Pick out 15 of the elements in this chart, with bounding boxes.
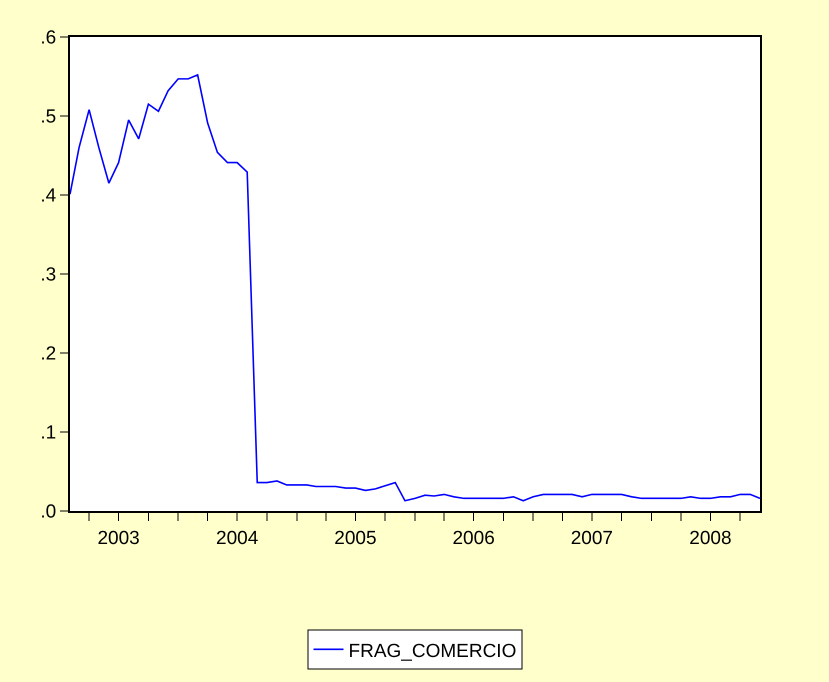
y-tick-label: .5: [40, 106, 56, 128]
x-tick-label: 2003: [97, 528, 140, 549]
y-tick-label: .6: [40, 28, 56, 49]
legend-label: FRAG_COMERCIO: [348, 640, 516, 662]
y-tick-label: .0: [40, 502, 56, 523]
line-series: [70, 74, 760, 502]
y-tick-label: .4: [40, 186, 57, 207]
y-tick-label: .3: [40, 264, 56, 286]
x-tick-label: 2004: [216, 528, 259, 549]
x-tick-label: 2008: [689, 528, 732, 549]
y-tick-label: .1: [40, 422, 56, 444]
y-tick-label: .2: [40, 344, 56, 365]
x-tick-label: 2005: [334, 528, 377, 549]
x-tick-label: 2006: [452, 528, 495, 549]
x-tick-label: 2007: [570, 528, 614, 549]
